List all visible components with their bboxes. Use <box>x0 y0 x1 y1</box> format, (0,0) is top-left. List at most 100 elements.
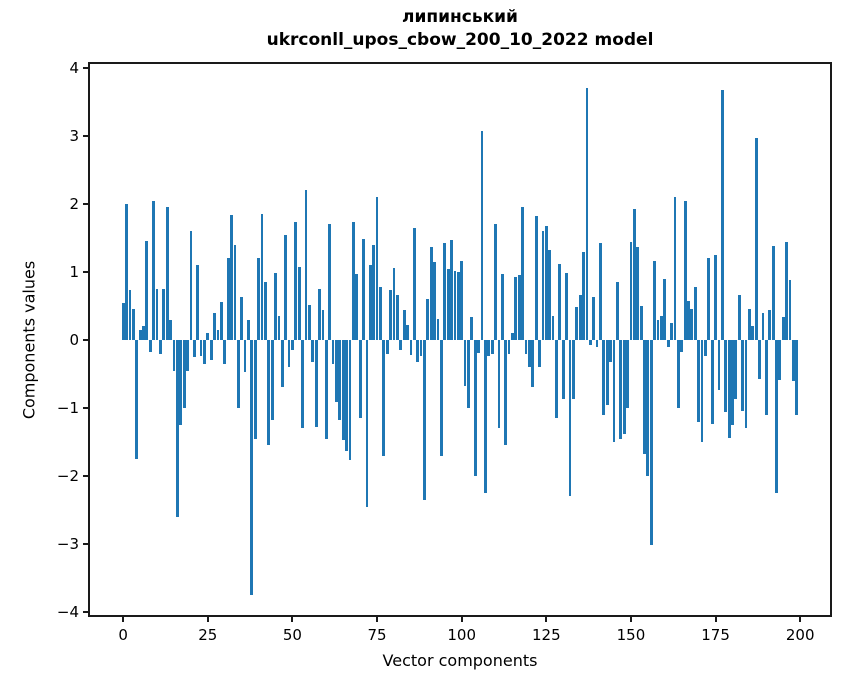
bar <box>362 239 365 340</box>
bar <box>223 340 227 364</box>
x-tick-label: 75 <box>367 626 387 644</box>
y-tick-label: 2 <box>69 195 79 213</box>
bar <box>379 286 382 340</box>
bar <box>341 340 345 440</box>
bar <box>240 297 244 340</box>
bar <box>189 231 193 340</box>
bar <box>328 224 332 340</box>
y-tick-mark <box>83 67 88 69</box>
bar <box>528 340 531 368</box>
bar <box>470 316 474 340</box>
bar <box>490 340 494 354</box>
bar <box>450 240 453 340</box>
bar <box>165 207 169 340</box>
bar <box>409 340 413 355</box>
bar <box>230 214 233 340</box>
x-tick-label: 50 <box>282 626 302 644</box>
bar <box>636 246 640 340</box>
bar <box>544 225 548 340</box>
bar <box>619 340 623 439</box>
bar <box>311 340 315 362</box>
bar <box>433 261 437 340</box>
bar <box>439 340 443 456</box>
x-tick-label: 25 <box>198 626 218 644</box>
bar <box>487 340 491 356</box>
bar <box>781 316 785 340</box>
bar <box>663 278 667 340</box>
bar <box>578 295 582 340</box>
bar <box>243 340 247 372</box>
bar <box>172 340 176 371</box>
x-tick-label: 175 <box>701 626 730 644</box>
bar <box>724 340 728 413</box>
y-tick-mark <box>83 135 88 137</box>
bar <box>744 340 748 429</box>
bar <box>338 340 342 421</box>
bar <box>169 319 172 340</box>
bar <box>687 300 690 340</box>
y-tick-mark <box>83 611 88 613</box>
bar <box>731 340 734 425</box>
bar <box>717 340 721 391</box>
x-tick-mark <box>206 617 209 622</box>
bar <box>632 208 636 340</box>
bar <box>219 301 223 340</box>
chart-title-line2: ukrconll_upos_cbow_200_10_2022 model <box>266 30 654 50</box>
bar <box>494 224 497 340</box>
bar <box>788 280 792 340</box>
bar <box>524 340 528 354</box>
x-tick-mark <box>291 617 294 622</box>
bar <box>497 340 501 429</box>
bar <box>395 295 399 340</box>
bar <box>148 340 152 353</box>
y-tick-label: −2 <box>56 467 79 485</box>
y-tick-mark <box>83 203 88 205</box>
chart-title: липинський ukrconll_upos_cbow_200_10_202… <box>88 6 832 52</box>
bar <box>605 340 609 406</box>
y-axis-label: Components values <box>19 260 39 420</box>
bar <box>128 290 132 340</box>
bar <box>737 295 741 340</box>
bar <box>446 268 450 340</box>
bar <box>761 313 765 340</box>
bar <box>145 241 149 340</box>
bar <box>643 340 646 455</box>
bar <box>196 265 200 340</box>
bar <box>385 340 389 354</box>
bar <box>280 340 284 387</box>
x-tick-mark <box>799 617 802 622</box>
bar <box>541 231 545 340</box>
x-tick-label: 0 <box>118 626 128 644</box>
bar <box>186 340 189 371</box>
y-tick-label: 4 <box>69 59 79 77</box>
bar <box>588 340 592 345</box>
bar <box>162 289 166 340</box>
bar <box>416 340 420 362</box>
bar <box>785 242 789 340</box>
x-tick-mark <box>376 617 379 622</box>
bar <box>267 340 271 446</box>
bar <box>355 274 359 340</box>
bar <box>402 310 406 340</box>
bar <box>700 340 704 442</box>
bar <box>792 340 795 381</box>
bar <box>778 340 782 381</box>
bar <box>680 340 684 353</box>
bar <box>406 325 409 340</box>
bar <box>351 221 355 340</box>
bar <box>436 318 440 340</box>
bar <box>795 340 799 415</box>
x-tick-label: 200 <box>785 626 815 644</box>
y-tick-label: −3 <box>56 535 79 553</box>
bar <box>247 319 250 340</box>
bar <box>284 235 288 340</box>
y-tick-mark <box>83 271 88 273</box>
bar <box>250 340 254 595</box>
bar <box>521 207 525 340</box>
bar <box>301 340 304 429</box>
bar <box>751 326 755 340</box>
bar <box>135 340 139 459</box>
bar <box>348 340 352 460</box>
bar <box>358 340 362 419</box>
